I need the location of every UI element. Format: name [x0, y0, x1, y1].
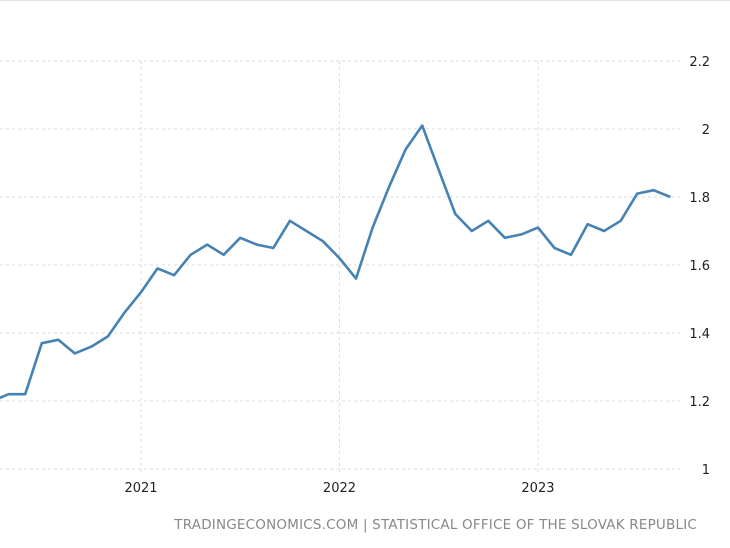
y-tick-label: 1.6 [689, 259, 710, 274]
top-border [0, 0, 730, 1]
x-tick-label: 2023 [521, 481, 554, 496]
y-tick-label: 2.2 [689, 55, 710, 70]
y-tick-label: 1.8 [689, 191, 710, 206]
series-line [0, 124, 671, 400]
x-tick-label: 2022 [323, 481, 356, 496]
y-tick-label: 2 [702, 123, 710, 138]
y-tick-label: 1.2 [689, 395, 710, 410]
y-tick-label: 1 [702, 463, 710, 478]
x-tick-label: 2021 [124, 481, 157, 496]
source-footer: TRADINGECONOMICS.COM | STATISTICAL OFFIC… [174, 517, 697, 533]
y-tick-label: 1.4 [689, 327, 710, 342]
